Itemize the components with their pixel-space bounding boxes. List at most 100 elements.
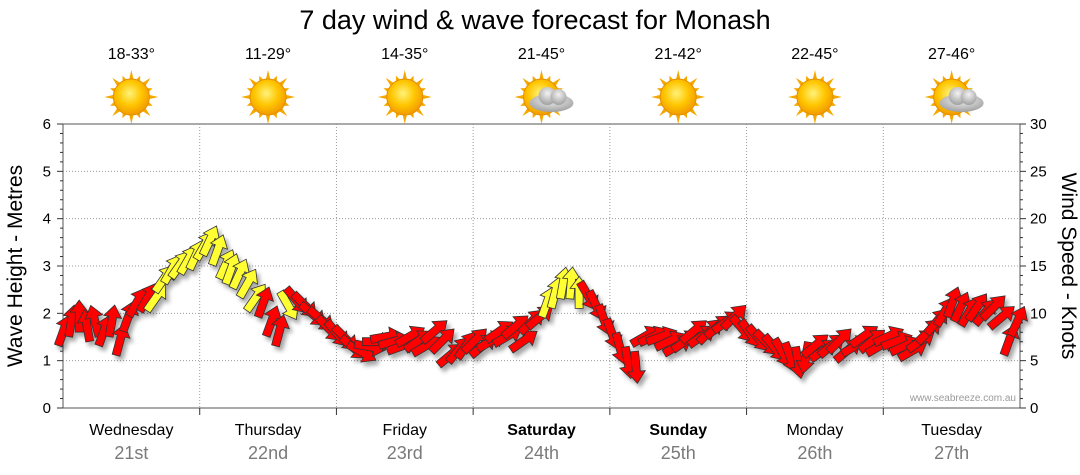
sun-disc: [249, 78, 287, 116]
sun-ray: [539, 114, 544, 124]
chart-title: 7 day wind & wave forecast for Monash: [299, 5, 770, 35]
day-name-label: Saturday: [507, 422, 576, 439]
right-tick-label: 15: [1030, 258, 1047, 275]
sun-ray: [795, 77, 804, 86]
cloud-shape: [529, 87, 574, 112]
sun-ray: [659, 77, 668, 86]
sun-ray: [949, 70, 954, 80]
sun-ray: [129, 114, 134, 124]
left-axis-title: Wave Height - Metres: [4, 165, 27, 367]
sun-ray: [248, 77, 257, 86]
sun-ray: [689, 108, 698, 117]
sun-icon: [104, 70, 159, 124]
sun-ray: [415, 77, 424, 86]
sun-ray: [402, 114, 407, 124]
sun-ray: [241, 94, 251, 100]
sun-ray: [539, 70, 544, 80]
sun-disc: [796, 78, 834, 116]
right-tick-label: 20: [1030, 211, 1047, 228]
sun-ray: [826, 108, 835, 117]
left-tick-label: 1: [43, 353, 51, 370]
left-tick-label: 4: [43, 211, 51, 228]
day-name-label: Sunday: [649, 422, 707, 439]
right-axis-ticks: 0 5 10 15 20 25 30: [1020, 116, 1047, 417]
wind-arrow: [253, 286, 275, 319]
wind-arrow: [428, 328, 455, 355]
wind-arrow: [69, 299, 89, 333]
sun-disc: [659, 78, 697, 116]
day-header: 18-33° 11-29° 14-35° 21-45° 21-42° 22-45° 27-4…: [104, 46, 984, 124]
sun-ray: [676, 70, 681, 80]
sun-icon: [241, 70, 296, 124]
sun-ray: [696, 94, 706, 100]
sun-ray: [279, 77, 288, 86]
sun-ray: [385, 77, 394, 86]
temperature-range: 11-29°: [245, 46, 291, 63]
sun-ray: [522, 77, 531, 86]
sun-ray: [142, 108, 151, 117]
sun-ray: [659, 108, 668, 117]
cloud-shape: [939, 87, 984, 112]
sun-icon: [787, 70, 842, 124]
sun-ray: [962, 77, 971, 86]
sun-ray: [552, 77, 561, 86]
right-tick-label: 30: [1030, 116, 1047, 133]
sun-ray: [422, 94, 432, 100]
day-name-label: Tuesday: [921, 422, 982, 439]
wind-arrow: [207, 234, 229, 267]
temperature-range: 21-45°: [518, 46, 565, 63]
day-name-label: Wednesday: [89, 422, 173, 439]
sun-ray: [385, 108, 394, 117]
sun-ray: [924, 94, 934, 100]
sun-ray: [279, 108, 288, 117]
sun-ray: [795, 108, 804, 117]
sun-icon: [377, 70, 432, 124]
credit-text: www.seabreeze.com.au: [909, 393, 1016, 404]
temperature-range: 22-45°: [791, 46, 838, 63]
day-name-label: Monday: [786, 422, 843, 439]
sun-cloud-icon: [924, 70, 984, 124]
left-axis-ticks: 0 1 2 3 4 5 6: [43, 116, 63, 417]
sun-ray: [285, 94, 296, 100]
sun-ray: [415, 108, 424, 117]
day-date-label: 24th: [524, 443, 559, 463]
temperature-range: 21-42°: [655, 46, 702, 63]
wind-arrow: [986, 306, 1015, 331]
sun-ray: [142, 77, 151, 86]
wind-arrows: [53, 225, 1029, 384]
sun-ray: [112, 108, 121, 117]
wind-arrow: [102, 304, 123, 338]
sun-ray: [149, 94, 159, 100]
sun-disc: [386, 78, 424, 116]
sun-icon: [651, 70, 706, 124]
right-tick-label: 0: [1030, 400, 1038, 417]
left-tick-label: 2: [43, 305, 51, 322]
right-tick-label: 5: [1030, 353, 1038, 370]
wind-arrow: [626, 350, 647, 384]
sun-ray: [949, 114, 954, 124]
right-axis-title: Wind Speed - Knots: [1057, 173, 1080, 360]
sun-ray: [112, 77, 121, 86]
wind-arrow: [1006, 305, 1029, 338]
sun-ray: [676, 114, 681, 124]
temperature-range: 27-46°: [928, 46, 975, 63]
sun-ray: [832, 94, 842, 100]
sun-ray: [265, 70, 271, 80]
sun-ray: [104, 94, 114, 100]
day-date-label: 23rd: [387, 443, 423, 463]
sun-ray: [651, 94, 661, 100]
sun-ray: [129, 70, 134, 80]
left-tick-label: 5: [43, 163, 51, 180]
left-tick-label: 0: [43, 400, 51, 417]
sun-ray: [932, 77, 941, 86]
wind-arrow: [235, 268, 258, 300]
sun-ray: [812, 70, 818, 80]
sun-disc: [112, 78, 150, 116]
right-tick-label: 10: [1030, 305, 1047, 322]
day-name-label: Thursday: [235, 422, 302, 439]
day-date-label: 21st: [114, 443, 148, 463]
left-tick-label: 6: [43, 116, 51, 133]
day-date-label: 27th: [934, 443, 969, 463]
sun-cloud-icon: [514, 70, 574, 124]
